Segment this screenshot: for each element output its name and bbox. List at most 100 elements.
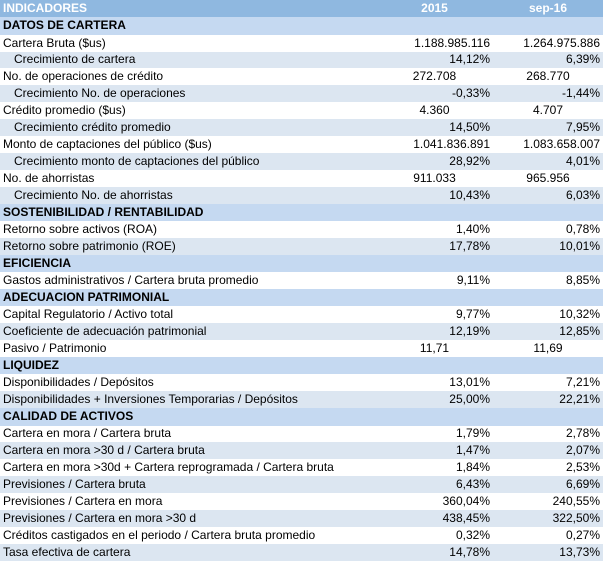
row-label: Retorno sobre patrimonio (ROE) <box>0 237 376 255</box>
section-header: EFICIENCIA <box>0 254 603 273</box>
row-label: No. de ahorristas <box>3 170 95 185</box>
value-2015: 1,84% <box>455 460 490 475</box>
value-2015: 25,00% <box>376 391 493 409</box>
row-label: Crecimiento No. de operaciones <box>0 85 376 103</box>
section-header: SOSTENIBILIDAD / RENTABILIDAD <box>0 203 603 221</box>
table-header-row: INDICADORES 2015 sep-16 <box>0 0 603 18</box>
row-label: Pasivo / Patrimonio <box>3 341 107 356</box>
value-2015: 13,01% <box>449 375 490 390</box>
value-sep-16: 6,03% <box>493 186 603 204</box>
table-row: Disponibilidades / Depósitos 13,01% 7,21% <box>0 374 603 391</box>
section-title: DATOS DE CARTERA <box>0 17 603 35</box>
value-2015: -0,33% <box>376 85 493 103</box>
value-2015: 1.041.836.891 <box>413 137 490 152</box>
header-label: INDICADORES <box>0 0 376 18</box>
table-row: Capital Regulatorio / Activo total 9,77% 1… <box>0 306 603 323</box>
table-row: Gastos administrativos / Cartera bruta p… <box>0 272 603 289</box>
table-row: Previsiones / Cartera en mora 360,04% 240,… <box>0 493 603 510</box>
row-label: Previsiones / Cartera en mora >30 d <box>0 510 376 527</box>
section-header: CALIDAD DE ACTIVOS <box>0 408 603 426</box>
value-2015: 14,50% <box>376 119 493 137</box>
row-label: Tasa efectiva de cartera <box>0 543 376 561</box>
value-sep-16: 965.956 <box>526 170 570 185</box>
table-row: Cartera en mora >30d + Cartera reprogram… <box>0 459 603 476</box>
table-row: Crecimiento monto de captaciones del púb… <box>0 152 603 170</box>
value-sep-16: 12,85% <box>493 323 603 341</box>
value-sep-16: 240,55% <box>552 494 600 509</box>
row-label: Previsiones / Cartera en mora <box>3 494 163 509</box>
table-row: Crecimiento No. de operaciones -0,33% -1,4… <box>0 85 603 103</box>
table-row: No. de operaciones de crédito 272.708 268.… <box>0 68 603 85</box>
row-label: Gastos administrativos / Cartera bruta p… <box>3 273 259 288</box>
row-label: Disponibilidades / Depósitos <box>3 375 154 390</box>
value-sep-16: 4,01% <box>493 152 603 170</box>
value-2015: 1,79% <box>455 426 490 441</box>
section-title: EFICIENCIA <box>0 254 603 273</box>
value-2015: 6,43% <box>376 476 493 494</box>
row-label: Cartera Bruta ($us) <box>3 35 106 50</box>
value-2015: 1.188.985.116 <box>414 35 490 50</box>
value-sep-16: 11,69 <box>533 341 563 356</box>
table-row: Retorno sobre patrimonio (ROE) 17,78% 10,0… <box>0 237 603 255</box>
row-label: Crecimiento monto de captaciones del púb… <box>0 152 376 170</box>
table-row: Crecimiento de cartera 14,12% 6,39% <box>0 51 603 69</box>
value-2015: 0,32% <box>455 527 490 542</box>
value-2015: 28,92% <box>376 152 493 170</box>
row-label: Previsiones / Cartera bruta <box>0 476 376 494</box>
value-sep-16: 4.707 <box>532 103 564 118</box>
section-header: LIQUIDEZ <box>0 357 603 375</box>
row-label: Retorno sobre activos (ROA) <box>3 221 158 236</box>
row-label: Crecimiento de cartera <box>0 51 376 69</box>
section-header: ADECUACION PATRIMONIAL <box>0 289 603 307</box>
table-row: Cartera Bruta ($us) 1.188.985.116 1.264.97… <box>0 35 603 52</box>
row-label: Cartera en mora / Cartera bruta <box>3 426 172 441</box>
value-2015: 14,12% <box>376 51 493 69</box>
value-2015: 10,43% <box>376 186 493 204</box>
value-sep-16: 2,07% <box>493 442 603 460</box>
row-label: Monto de captaciones del público ($us) <box>3 137 212 152</box>
table-row: Coeficiente de adecuación patrimonial 12,… <box>0 323 603 341</box>
table-row: Previsiones / Cartera en mora >30 d 438,4… <box>0 510 603 527</box>
value-sep-16: 322,50% <box>493 510 603 527</box>
table-row: Previsiones / Cartera bruta 6,43% 6,69% <box>0 476 603 494</box>
table-row: Tasa efectiva de cartera 14,78% 13,73% <box>0 543 603 561</box>
value-sep-16: 22,21% <box>493 391 603 409</box>
value-2015: 11,71 <box>419 341 450 356</box>
value-sep-16: 1.264.975.886 <box>523 35 600 50</box>
value-sep-16: 0,78% <box>565 221 600 236</box>
value-sep-16: 7,21% <box>565 375 600 390</box>
header-year-2015: 2015 <box>376 0 493 18</box>
value-sep-16: 6,69% <box>493 476 603 494</box>
row-label: Cartera en mora >30d + Cartera reprogram… <box>3 460 334 475</box>
table-row: Crecimiento No. de ahorristas 10,43% 6,03% <box>0 186 603 204</box>
header-sep-16: sep-16 <box>493 0 603 18</box>
value-2015: 12,19% <box>376 323 493 341</box>
value-2015: 14,78% <box>376 543 493 561</box>
row-label: No. de operaciones de crédito <box>3 69 164 84</box>
table-row: Cartera en mora >30 d / Cartera bruta 1,4… <box>0 442 603 460</box>
table-row: Pasivo / Patrimonio 11,71 11,69 <box>0 340 603 357</box>
section-title: SOSTENIBILIDAD / RENTABILIDAD <box>0 203 603 221</box>
section-title: ADECUACION PATRIMONIAL <box>0 289 603 307</box>
value-2015: 9,77% <box>455 307 490 322</box>
value-sep-16: 2,53% <box>565 460 600 475</box>
table-row: Retorno sobre activos (ROA) 1,40% 0,78% <box>0 221 603 238</box>
row-label: Créditos castigados en el periodo / Cart… <box>3 527 316 542</box>
table-row: Crédito promedio ($us) 4.360 4.707 <box>0 102 603 119</box>
value-sep-16: 7,95% <box>493 119 603 137</box>
value-sep-16: 8,85% <box>565 273 600 288</box>
value-sep-16: 2,78% <box>565 426 600 441</box>
value-2015: 272.708 <box>412 69 457 84</box>
row-label: Disponibilidades + Inversiones Temporari… <box>0 391 376 409</box>
row-label: Crédito promedio ($us) <box>3 103 126 118</box>
table-row: Créditos castigados en el periodo / Cart… <box>0 527 603 544</box>
value-sep-16: 10,32% <box>559 307 600 322</box>
value-2015: 438,45% <box>376 510 493 527</box>
row-label: Crecimiento crédito promedio <box>0 119 376 137</box>
value-2015: 9,11% <box>456 273 490 288</box>
table-row: No. de ahorristas 911.033 965.956 <box>0 170 603 187</box>
section-title: LIQUIDEZ <box>0 357 603 375</box>
value-sep-16: 1.083.658.007 <box>523 137 600 152</box>
value-2015: 17,78% <box>376 237 493 255</box>
